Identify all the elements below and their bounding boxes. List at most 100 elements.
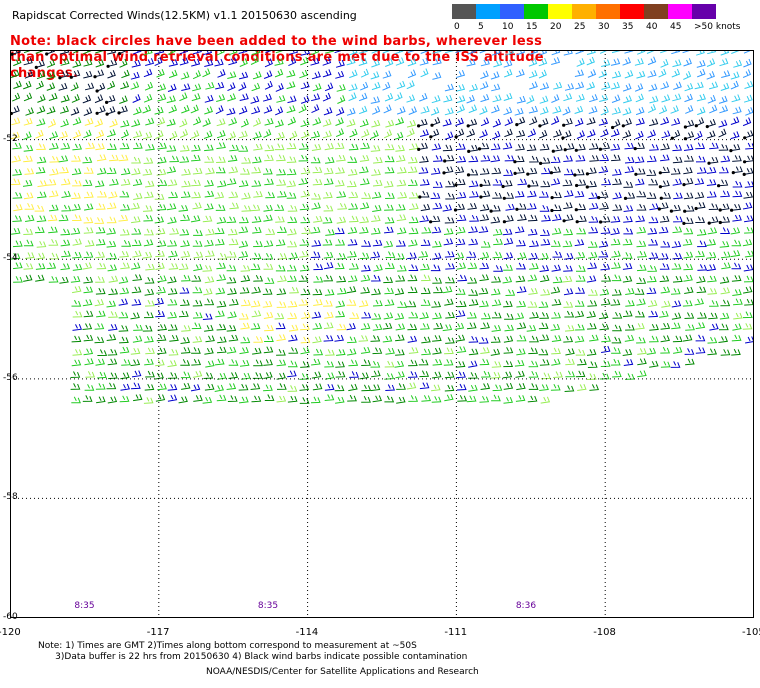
wind-barb	[455, 334, 466, 342]
wind-barb	[731, 334, 742, 342]
wind-barb	[361, 129, 370, 138]
wind-barb	[179, 287, 190, 294]
wind-barb	[539, 312, 550, 319]
wind-barb	[528, 347, 539, 355]
wind-barb	[719, 105, 729, 114]
wind-barb	[191, 179, 201, 187]
wind-barb	[311, 104, 320, 114]
wind-barb	[456, 104, 465, 114]
longitude-tick-label: -105	[742, 627, 760, 638]
wind-barb	[660, 180, 670, 188]
wind-barb	[502, 276, 513, 284]
wind-barb	[276, 288, 287, 296]
wind-barb	[13, 80, 22, 89]
wind-barb	[372, 239, 383, 247]
flag-circle	[670, 136, 674, 140]
wind-barb	[190, 215, 201, 223]
wind-barb	[155, 359, 165, 367]
wind-barb	[335, 239, 346, 246]
wind-barb	[238, 226, 249, 234]
wind-barb	[503, 382, 514, 390]
wind-barb	[683, 217, 694, 224]
wind-barb	[82, 94, 92, 104]
wind-barb	[610, 58, 621, 66]
wind-barb	[575, 50, 584, 55]
wind-barb	[683, 274, 693, 282]
flag-circle	[658, 171, 662, 175]
wind-barb	[457, 274, 468, 282]
wind-barb	[240, 118, 249, 128]
wind-barb	[228, 334, 239, 342]
map-title: Rapidscat Corrected Winds(12.5KM) v1.1 2…	[12, 9, 357, 22]
wind-barb	[121, 239, 132, 247]
wind-barb	[481, 370, 491, 378]
wind-barb	[587, 322, 597, 330]
wind-barb	[263, 240, 274, 248]
flag-circle	[658, 185, 663, 189]
wind-barb	[612, 311, 623, 319]
wind-barb	[95, 180, 105, 188]
wind-barb	[683, 251, 694, 259]
wind-barb	[322, 118, 332, 127]
wind-barb	[276, 301, 287, 308]
wind-barb	[71, 70, 81, 78]
wind-barb	[371, 227, 381, 235]
wind-barb	[325, 349, 335, 356]
wind-barb	[49, 131, 59, 140]
wind-barb	[601, 178, 612, 186]
wind-barb	[697, 240, 707, 248]
wind-barb	[491, 361, 502, 368]
wind-barb	[706, 239, 717, 246]
wind-barb	[598, 240, 609, 248]
wind-barb	[142, 205, 153, 212]
wind-barb	[71, 396, 81, 404]
wind-barb	[515, 144, 525, 151]
wind-barb	[407, 58, 417, 67]
scale-swatch	[644, 4, 668, 19]
wind-barb	[120, 129, 129, 139]
wind-barb	[239, 359, 250, 367]
wind-barb	[168, 348, 179, 356]
wind-barb	[407, 323, 418, 331]
wind-barb	[589, 143, 599, 150]
wind-barb	[491, 288, 501, 296]
flag-circle	[705, 125, 709, 129]
wind-barb	[479, 251, 490, 260]
wind-barb	[130, 312, 140, 320]
wind-barb	[132, 94, 141, 103]
wind-barb	[599, 203, 609, 210]
wind-barb	[432, 57, 442, 66]
wind-barb	[108, 191, 118, 199]
wind-barb	[612, 370, 622, 378]
wind-barb	[442, 144, 453, 152]
wind-barb	[420, 179, 430, 186]
wind-barb	[371, 274, 381, 282]
wind-barb	[696, 50, 705, 56]
wind-barb	[384, 372, 395, 380]
wind-barb	[287, 385, 298, 392]
wind-barb	[180, 299, 190, 306]
wind-barb	[514, 190, 525, 198]
pass-time-label: 8:35	[74, 601, 95, 611]
scale-swatch	[476, 4, 500, 19]
wind-barb	[288, 57, 297, 67]
wind-barb	[684, 286, 694, 294]
wind-barb	[277, 190, 287, 198]
wind-barb	[408, 359, 418, 367]
wind-barb	[468, 144, 479, 152]
flag-circle	[550, 208, 554, 213]
wind-barb	[37, 94, 46, 103]
wind-barb	[743, 58, 752, 68]
wind-barb	[96, 105, 106, 114]
wind-barb	[707, 275, 717, 283]
wind-barb	[95, 143, 105, 151]
wind-barb	[286, 168, 297, 176]
scale-label: 45	[670, 22, 682, 32]
wind-barb	[684, 93, 693, 103]
wind-barb	[697, 68, 706, 78]
wind-barb	[600, 360, 611, 367]
wind-barb	[743, 275, 754, 283]
wind-barb	[46, 59, 56, 68]
wind-barb	[601, 335, 611, 343]
wind-barb	[515, 69, 525, 78]
